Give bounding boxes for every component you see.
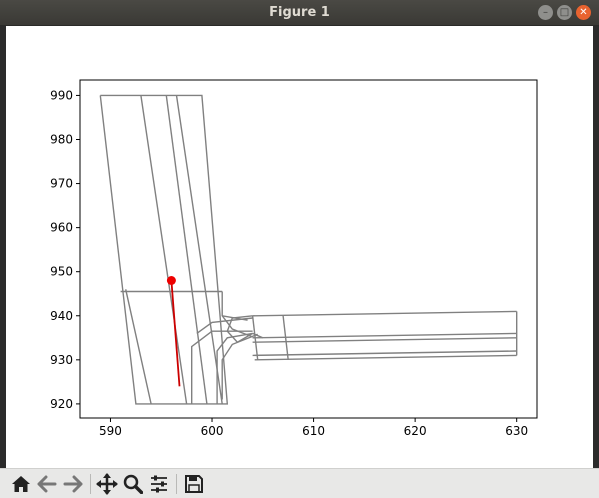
trajectory-start-point — [166, 276, 176, 285]
x-axis: 590 600 610 620 630 — [99, 418, 528, 438]
road-edge-line — [165, 95, 208, 404]
road-edge-line — [252, 332, 264, 339]
minimize-icon: – — [543, 6, 548, 18]
road-edge-line — [252, 337, 517, 343]
forward-arrow-icon — [63, 475, 83, 493]
x-tick-label: 590 — [99, 424, 122, 438]
home-icon — [12, 476, 30, 492]
road-edge-line — [190, 330, 253, 404]
window-controls: – □ ✕ — [538, 5, 591, 20]
close-icon: ✕ — [579, 6, 588, 18]
save-icon — [185, 475, 203, 493]
figure-canvas[interactable]: 590 600 610 620 630 920 930 940 950 960 970 980 990 — [6, 26, 593, 468]
maximize-icon: □ — [559, 6, 570, 18]
road-edge-line — [221, 333, 258, 400]
y-tick-label: 960 — [50, 221, 73, 235]
road-edge-line — [125, 289, 152, 405]
road-edge-line — [252, 310, 517, 317]
road-edge-line — [140, 95, 188, 405]
road-edge-line — [221, 291, 253, 338]
y-tick-label: 990 — [50, 88, 73, 102]
trajectory-line — [170, 280, 181, 387]
back-arrow-icon — [37, 475, 57, 493]
axes-frame — [79, 79, 538, 419]
road-edge-line — [252, 332, 517, 339]
pan-button[interactable] — [96, 473, 118, 495]
road-edge-line — [282, 315, 289, 360]
road-edge-line — [254, 354, 517, 361]
back-button[interactable] — [36, 473, 58, 495]
x-tick-label: 610 — [302, 424, 325, 438]
home-button[interactable] — [10, 473, 32, 495]
title-bar[interactable]: Figure 1 – □ ✕ — [0, 0, 599, 26]
y-tick-label: 980 — [50, 132, 73, 146]
road-edge-line — [251, 315, 259, 360]
y-tick-label: 940 — [50, 309, 73, 323]
y-tick-label: 930 — [50, 353, 73, 367]
forward-button[interactable] — [62, 473, 84, 495]
toolbar-separator — [90, 474, 91, 494]
x-tick-label: 600 — [201, 424, 224, 438]
zoom-icon — [123, 474, 143, 494]
road-edge-line — [175, 95, 223, 405]
plot-content — [99, 94, 518, 405]
navigation-toolbar — [0, 468, 599, 498]
y-tick-label: 920 — [50, 397, 73, 411]
pan-icon — [96, 473, 118, 495]
road-edge-line — [252, 350, 517, 357]
road-edge-line — [99, 94, 229, 405]
minimize-button[interactable]: – — [538, 5, 553, 20]
configure-subplots-icon — [151, 475, 167, 493]
window-title: Figure 1 — [269, 5, 330, 20]
road-edge-line — [196, 317, 253, 334]
road-edge-line — [226, 315, 253, 344]
background-terminal-edge — [0, 26, 6, 468]
configure-subplots-button[interactable] — [148, 473, 170, 495]
close-button[interactable]: ✕ — [576, 5, 591, 20]
road-edge-line — [216, 332, 253, 404]
y-tick-label: 950 — [50, 265, 73, 279]
x-tick-label: 630 — [505, 424, 528, 438]
x-tick-label: 620 — [404, 424, 427, 438]
plot-svg: 590 600 610 620 630 920 930 940 950 960 970 980 990 — [50, 79, 538, 438]
zoom-button[interactable] — [122, 473, 144, 495]
background-window-edge — [593, 26, 599, 468]
toolbar-separator — [176, 474, 177, 494]
save-button[interactable] — [183, 473, 205, 495]
y-axis: 920 930 940 950 960 970 980 990 — [50, 88, 80, 411]
y-tick-label: 970 — [50, 177, 73, 191]
maximize-button[interactable]: □ — [557, 5, 572, 20]
road-edge-line — [222, 315, 248, 321]
